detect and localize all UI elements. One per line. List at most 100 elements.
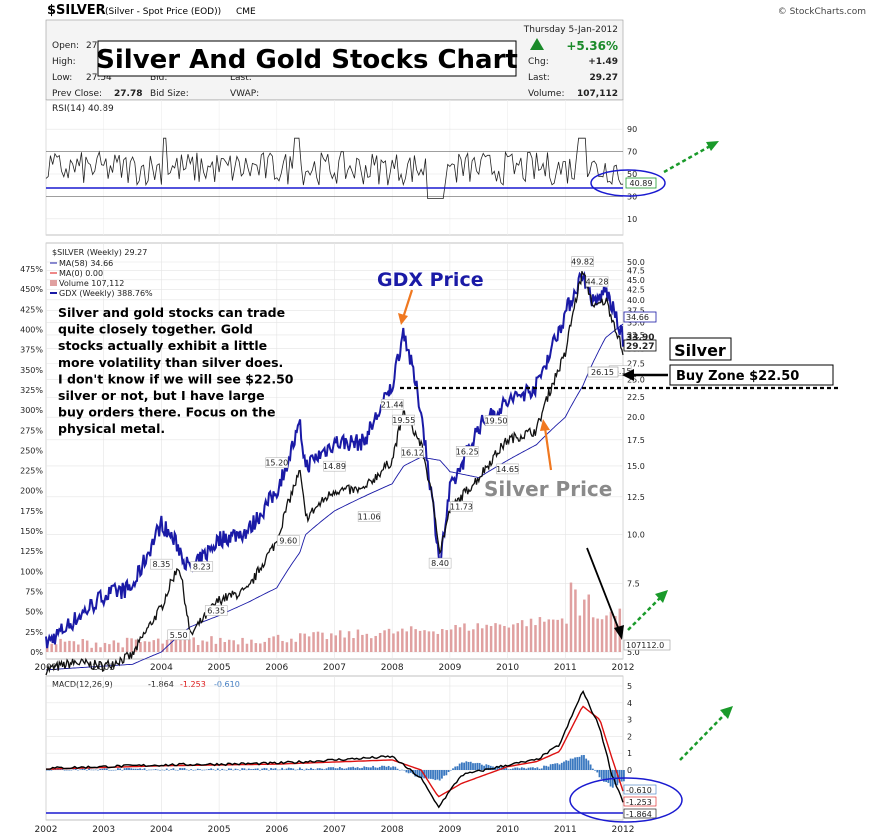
volume-bar bbox=[321, 632, 324, 652]
macd-hist-bar bbox=[79, 769, 82, 770]
macd-hist-bar bbox=[230, 768, 232, 770]
macd-hist-bar bbox=[208, 769, 210, 770]
watermark: © StockCharts.com bbox=[778, 7, 866, 17]
volume-bar bbox=[290, 638, 293, 652]
macd-hist-box: -0.610 bbox=[626, 786, 652, 795]
left-axis: 475% 450% 425% 400% 375% 350% 325% 300% 275% 250%… bbox=[20, 265, 43, 657]
x-tick-label: 2002 bbox=[35, 663, 58, 673]
volume-bar bbox=[387, 628, 391, 652]
volume-bar bbox=[174, 639, 178, 652]
arrowhead-icon bbox=[398, 313, 408, 325]
macd-hist-bar bbox=[301, 768, 304, 770]
price-label-box bbox=[150, 558, 173, 570]
macd-hist-bar bbox=[90, 769, 93, 771]
volume-bar bbox=[445, 630, 448, 652]
macd-signal-line bbox=[45, 705, 624, 798]
volume-bar bbox=[117, 642, 120, 652]
right-tick-label: 45.0 bbox=[627, 276, 645, 285]
last-value-box: 29.27 bbox=[626, 342, 654, 352]
commentary-line: silver or not, but I have large bbox=[58, 388, 265, 403]
x-tick-label: 2006 bbox=[265, 663, 288, 673]
volume-bar bbox=[63, 641, 67, 652]
rsi-highlight-ellipse bbox=[590, 169, 666, 197]
macd-hist-bar bbox=[114, 769, 117, 771]
volume-value: 107,112 bbox=[577, 89, 618, 99]
volume-bar bbox=[334, 635, 337, 652]
macd-hist-bar bbox=[247, 768, 250, 770]
volume-bar bbox=[436, 633, 440, 652]
macd-hist-bar bbox=[514, 767, 517, 770]
price-label-box bbox=[323, 460, 346, 472]
volume-bar bbox=[205, 641, 209, 652]
volume-bar bbox=[294, 641, 298, 652]
up-arrow-icon bbox=[530, 38, 544, 50]
right-tick-label: 32.5 bbox=[627, 331, 645, 340]
macd-hist-bar bbox=[392, 766, 394, 770]
macd-hist-bar bbox=[529, 767, 532, 770]
volume-bar bbox=[352, 638, 355, 652]
legend-ma58: MA(58) 34.66 bbox=[59, 259, 113, 268]
macd-hist-bar bbox=[543, 765, 545, 770]
price-label-box bbox=[450, 501, 473, 512]
macd-hist-bar bbox=[403, 769, 406, 771]
macd-hist-bar bbox=[212, 769, 215, 770]
value-box-2: 33.90 bbox=[626, 333, 654, 343]
macd-hist-bar bbox=[185, 769, 188, 771]
left-tick-label: 475% bbox=[20, 265, 43, 274]
macd-hist-bar bbox=[183, 767, 186, 770]
left-tick-label: 350% bbox=[20, 366, 43, 375]
macd-hist-bar bbox=[192, 770, 195, 771]
volume-bar bbox=[578, 615, 582, 652]
volume-bar bbox=[543, 621, 546, 652]
price-label-box bbox=[380, 399, 404, 410]
price-label: 8.40 bbox=[431, 559, 449, 568]
volume-bar bbox=[236, 644, 240, 652]
macd-hist-bar bbox=[314, 769, 317, 770]
macd-hist-value: -0.610 bbox=[214, 680, 240, 689]
volume-bar bbox=[609, 611, 613, 652]
macd-hist-bar bbox=[119, 768, 122, 770]
volume-bar bbox=[59, 638, 62, 652]
volume-bar bbox=[392, 633, 395, 652]
commentary-line: stocks actually exhibit a little bbox=[58, 338, 267, 353]
macd-tick-label: 3 bbox=[627, 716, 632, 725]
macd-hist-bar bbox=[623, 770, 625, 782]
volume-bar bbox=[463, 623, 466, 652]
macd-hist-bar bbox=[294, 769, 297, 771]
right-tick-label: 47.5 bbox=[627, 267, 645, 276]
price-label-box bbox=[484, 415, 508, 426]
left-tick-label: 300% bbox=[20, 406, 43, 415]
x-tick-label: 2007 bbox=[323, 825, 346, 835]
volume-bar bbox=[516, 623, 519, 652]
macd-hist-bar bbox=[445, 770, 448, 776]
price-label: 11.06 bbox=[358, 513, 381, 522]
silver-line bbox=[45, 270, 624, 676]
macd-hist-bar bbox=[558, 764, 561, 770]
macd-hist-bar bbox=[70, 769, 73, 771]
macd-hist-bar bbox=[536, 767, 539, 770]
macd-hist-bar bbox=[216, 768, 219, 770]
volume-label: Volume: bbox=[528, 89, 565, 99]
macd-hist-bar bbox=[503, 768, 505, 770]
macd-hist-bar bbox=[46, 769, 48, 771]
volume-bar bbox=[401, 628, 404, 652]
volume-bar bbox=[54, 644, 58, 652]
price-label: 44.28 bbox=[586, 278, 609, 287]
macd-signal-value: -1.253 bbox=[180, 680, 206, 689]
macd-hist-bar bbox=[527, 767, 530, 770]
macd-hist-bar bbox=[385, 766, 388, 770]
silver-price-annotation: Silver Price bbox=[484, 477, 612, 501]
macd-hist-bar bbox=[469, 761, 472, 770]
commentary-line: quite closely together. Gold bbox=[58, 322, 253, 337]
macd-hist-bar bbox=[463, 762, 466, 770]
macd-hist-bar bbox=[63, 769, 66, 771]
rsi-tick-label: 30 bbox=[627, 192, 637, 201]
left-tick-label: 150% bbox=[20, 527, 43, 536]
x-tick-label: 2012 bbox=[612, 825, 635, 835]
macd-hist-bar bbox=[556, 763, 559, 770]
macd-hist-bar bbox=[74, 768, 77, 770]
macd-hist-bar bbox=[285, 768, 288, 770]
macd-hist-bar bbox=[405, 770, 408, 773]
macd-hist-bar bbox=[65, 769, 68, 771]
macd-signal-box: -1.253 bbox=[626, 798, 652, 807]
